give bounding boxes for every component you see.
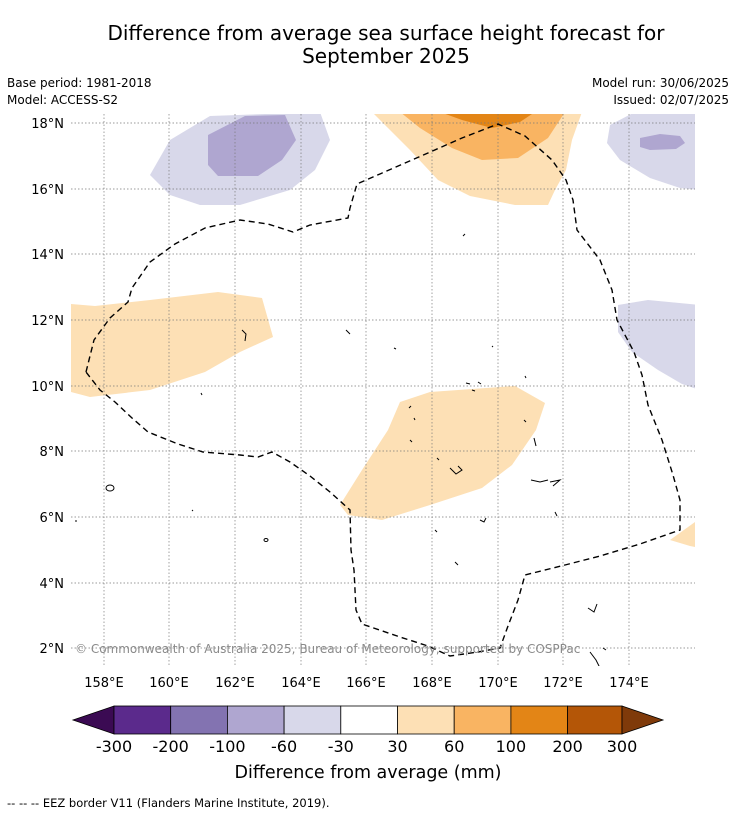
anomaly-negative-30-60-east (618, 300, 695, 389)
anomaly-negative-60-100-ne (640, 134, 685, 150)
map-gridlines (71, 114, 695, 666)
colorbar-tick-label: -60 (271, 737, 297, 756)
colorbar-tick-label: 300 (607, 737, 638, 756)
lon-tick-label: 160°E (149, 676, 189, 691)
map-title: Difference from average sea surface heig… (0, 22, 736, 68)
colorbar-tick-label: -30 (328, 737, 354, 756)
lat-tick-label: 8°N (40, 445, 65, 460)
issued-date: Issued: 02/07/2025 (613, 93, 729, 107)
colorbar-bin (453, 705, 512, 735)
lat-tick-label: 4°N (40, 577, 65, 592)
lon-tick-label: 172°E (543, 676, 583, 691)
colorbar: -300 -200 -100 -60 -30 30 60 100 200 300… (71, 705, 665, 783)
colorbar-bin (170, 705, 228, 735)
colorbar-bin (510, 705, 568, 735)
lon-tick-label: 174°E (609, 676, 649, 691)
lon-tick-label: 158°E (84, 676, 124, 691)
lat-tick-label: 2°N (40, 642, 65, 657)
colorbar-tick-label: 30 (387, 737, 407, 756)
copyright-notice: © Commonwealth of Australia 2025, Bureau… (75, 642, 580, 656)
colorbar-tick-label: 60 (444, 737, 464, 756)
title-line-2: September 2025 (302, 44, 470, 68)
run-info: Model run: 30/06/2025 Issued: 02/07/2025 (592, 75, 729, 109)
colorbar-tick-label: -300 (96, 737, 132, 756)
title-line-1: Difference from average sea surface heig… (107, 21, 665, 45)
lon-tick-label: 170°E (478, 676, 518, 691)
colorbar-tick-label: 200 (552, 737, 583, 756)
colorbar-tick-label: 100 (496, 737, 527, 756)
colorbar-arrow-low (71, 705, 115, 735)
anomaly-positive-100-200-north (445, 114, 532, 128)
anomaly-positive-60-100-north (402, 114, 564, 160)
colorbar-tick-label: -100 (209, 737, 245, 756)
eez-legend-note: -- -- -- EEZ border V11 (Flanders Marine… (7, 796, 330, 810)
colorbar-label: Difference from average (mm) (234, 763, 501, 783)
lat-tick-label: 16°N (31, 183, 64, 198)
anomaly-positive-30-60-central (340, 386, 545, 520)
island-coastlines (75, 233, 607, 666)
latitude-axis: 18°N 16°N 14°N 12°N 10°N 8°N 6°N 4°N 2°N (31, 117, 64, 657)
longitude-axis: 158°E 160°E 162°E 164°E 166°E 168°E 170°… (84, 676, 649, 691)
model-run: Model run: 30/06/2025 (591, 76, 729, 90)
colorbar-bin (397, 705, 455, 735)
model-name: Model: ACCESS-S2 (7, 93, 119, 107)
colorbar-bin (226, 705, 285, 735)
anomaly-negative-60-100-nw (208, 115, 296, 176)
lon-tick-label: 164°E (281, 676, 321, 691)
lon-tick-label: 166°E (346, 676, 386, 691)
lat-tick-label: 14°N (31, 248, 64, 263)
base-period: Base period: 1981-2018 (7, 76, 152, 90)
anomaly-positive-30-60-se (670, 522, 695, 547)
eez-border (85, 123, 681, 657)
anomaly-positive-30-60-west (71, 292, 273, 397)
lat-tick-label: 12°N (31, 314, 64, 329)
lon-tick-label: 162°E (215, 676, 255, 691)
base-info: Base period: 1981-2018 Model: ACCESS-S2 (7, 75, 152, 109)
lon-tick-label: 168°E (412, 676, 452, 691)
lat-tick-label: 6°N (40, 511, 65, 526)
lat-tick-label: 18°N (31, 117, 64, 132)
colorbar-arrow-high (621, 705, 665, 735)
colorbar-bin (340, 705, 398, 735)
colorbar-bin (567, 705, 623, 735)
colorbar-bin (283, 705, 342, 735)
map-panel: © Commonwealth of Australia 2025, Bureau… (71, 114, 695, 666)
colorbar-bin (113, 705, 172, 735)
lat-tick-label: 10°N (31, 380, 64, 395)
colorbar-tick-label: -200 (153, 737, 189, 756)
